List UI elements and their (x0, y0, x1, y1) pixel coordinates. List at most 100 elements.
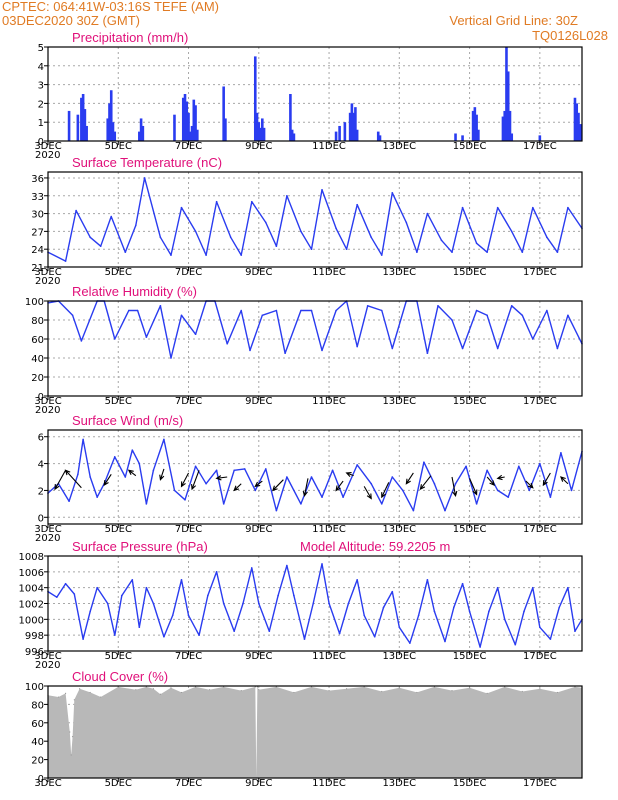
temp-point-29 (391, 191, 394, 194)
y-tick-label-temp-1: 24 (31, 245, 44, 256)
cloud-point-42 (574, 686, 576, 688)
cloud-point-33 (416, 691, 418, 694)
pressure-point-57 (539, 626, 541, 629)
precip-bar-50 (477, 129, 480, 141)
y-tick-label-precip-4: 4 (38, 62, 44, 73)
y-tick-label-precip-2: 2 (38, 99, 44, 110)
y-tick-label-cloud-2: 40 (31, 737, 44, 748)
wind-point-29 (321, 496, 323, 498)
wind-point-18 (205, 482, 207, 485)
wind-point-9 (124, 476, 127, 478)
precip-bar-28 (257, 122, 261, 141)
wind-point-21 (233, 469, 235, 472)
pressure-point-41 (398, 626, 401, 629)
precip-bar-15 (181, 97, 185, 141)
panel-title-cloud: Cloud Cover (%) (72, 669, 168, 684)
y-tick-label-pressure-0: 996 (25, 647, 44, 658)
temp-point-7 (135, 224, 137, 227)
humidity-point-40 (510, 304, 513, 307)
pressure-point-52 (496, 586, 499, 589)
pressure-point-12 (145, 586, 148, 589)
precip-bar-32 (289, 94, 292, 141)
wind-point-17 (194, 465, 197, 468)
cloud-point-4 (70, 754, 72, 756)
year-label-pressure: 2020 (35, 660, 60, 671)
humidity-point-7 (128, 309, 130, 312)
wind-arrow-13 (345, 471, 354, 477)
humidity-point-25 (335, 309, 337, 312)
temp-point-43 (556, 251, 559, 253)
y-tick-label-wind-1: 2 (38, 486, 44, 497)
plot-frame-wind (47, 429, 583, 525)
wind-point-46 (507, 496, 510, 498)
panel-title-pressure: Surface Pressure (hPa) (72, 539, 208, 554)
wind-point-49 (539, 462, 541, 465)
precip-bar-38 (348, 112, 352, 141)
humidity-point-21 (284, 352, 286, 355)
wind-point-6 (96, 496, 98, 498)
x-tick-label-humidity-3: 9DEC (245, 396, 272, 407)
pressure-point-6 (96, 586, 98, 589)
pressure-point-60 (567, 586, 569, 589)
year-label-humidity: 2020 (35, 405, 60, 416)
cloud-point-2 (64, 692, 67, 694)
x-tick-label-humidity-1: 5DEC (105, 396, 132, 407)
pressure-point-38 (373, 635, 376, 638)
wind-point-28 (310, 476, 313, 478)
wind-arrow-21 (496, 474, 505, 481)
wind-arrow-1 (64, 469, 82, 489)
pressure-point-58 (549, 638, 552, 640)
precip-bar-37 (343, 122, 347, 141)
temp-point-26 (356, 203, 358, 206)
precip-bar-6 (106, 118, 110, 141)
precip-bar-26 (253, 56, 257, 141)
pressure-point-43 (417, 614, 420, 617)
year-label-temp: 2020 (35, 276, 60, 287)
humidity-point-39 (496, 347, 499, 350)
y-tick-label-temp-4: 33 (31, 192, 44, 203)
wind-point-51 (560, 452, 562, 454)
wind-point-43 (475, 503, 478, 505)
pressure-point-40 (391, 590, 394, 593)
humidity-point-44 (556, 347, 559, 350)
precip-bar-55 (508, 110, 512, 141)
x-tick-label-humidity-0: 3DEC (34, 396, 61, 407)
humidity-point-30 (391, 347, 394, 350)
x-tick-label-cloud-6: 15DEC (453, 778, 487, 789)
pressure-point-26 (268, 630, 271, 633)
precip-bar-4 (83, 109, 87, 141)
x-tick-label-humidity-5: 13DEC (382, 396, 416, 407)
cloud-point-11 (135, 689, 137, 691)
x-tick-label-precip-3: 9DEC (245, 141, 272, 152)
cloud-point-30 (363, 686, 365, 688)
x-tick-label-temp-6: 15DEC (453, 267, 487, 278)
wind-series-line (47, 438, 583, 512)
temp-point-6 (124, 251, 127, 253)
cloud-point-3 (69, 731, 71, 733)
wind-arrow-22 (525, 480, 534, 489)
temp-point-31 (416, 251, 418, 253)
wind-arrow-0 (54, 470, 67, 491)
temp-point-27 (370, 236, 373, 239)
y-tick-label-pressure-2: 1000 (19, 615, 44, 626)
wind-arrow-14 (363, 486, 372, 500)
humidity-point-23 (310, 309, 313, 312)
pressure-series-line (47, 563, 583, 648)
temp-point-36 (475, 242, 478, 245)
temp-point-40 (521, 251, 524, 253)
pressure-point-51 (488, 610, 490, 613)
precip-bar-54 (506, 71, 510, 141)
precip-bar-48 (473, 107, 477, 141)
wind-arrow-7 (215, 475, 228, 481)
temp-point-3 (89, 236, 91, 239)
pressure-point-29 (293, 594, 295, 597)
x-tick-label-pressure-4: 11DEC (312, 651, 346, 662)
y-tick-label-cloud-1: 20 (31, 756, 44, 767)
humidity-point-17 (240, 309, 243, 312)
wind-point-44 (486, 469, 488, 472)
x-tick-label-temp-0: 3DEC (34, 267, 61, 278)
plot-frame-cloud (47, 685, 583, 779)
pressure-point-34 (338, 632, 341, 635)
wind-point-23 (254, 489, 257, 492)
panel-humidity (44, 300, 583, 400)
